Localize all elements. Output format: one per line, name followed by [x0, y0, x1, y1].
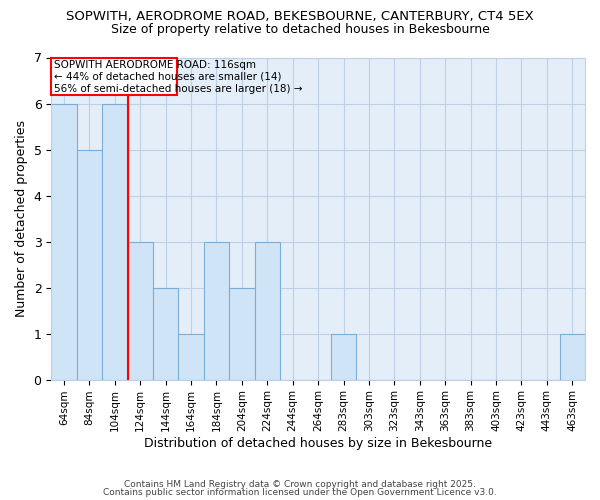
Text: Size of property relative to detached houses in Bekesbourne: Size of property relative to detached ho… [110, 22, 490, 36]
Bar [560, 334, 585, 380]
FancyBboxPatch shape [51, 58, 177, 95]
X-axis label: Distribution of detached houses by size in Bekesbourne: Distribution of detached houses by size … [144, 437, 492, 450]
Text: SOPWITH, AERODROME ROAD, BEKESBOURNE, CANTERBURY, CT4 5EX: SOPWITH, AERODROME ROAD, BEKESBOURNE, CA… [66, 10, 534, 23]
Text: Contains public sector information licensed under the Open Government Licence v3: Contains public sector information licen… [103, 488, 497, 497]
Bar [254, 242, 280, 380]
Text: 56% of semi-detached houses are larger (18) →: 56% of semi-detached houses are larger (… [55, 84, 303, 94]
Bar [331, 334, 356, 380]
Bar [229, 288, 254, 380]
Text: Contains HM Land Registry data © Crown copyright and database right 2025.: Contains HM Land Registry data © Crown c… [124, 480, 476, 489]
Bar [178, 334, 204, 380]
Text: ← 44% of detached houses are smaller (14): ← 44% of detached houses are smaller (14… [55, 72, 282, 82]
Bar [102, 104, 128, 380]
Bar [153, 288, 178, 380]
Y-axis label: Number of detached properties: Number of detached properties [15, 120, 28, 317]
Bar [204, 242, 229, 380]
Bar [51, 104, 77, 380]
Bar [128, 242, 153, 380]
Bar [77, 150, 102, 380]
Text: SOPWITH AERODROME ROAD: 116sqm: SOPWITH AERODROME ROAD: 116sqm [55, 60, 256, 70]
